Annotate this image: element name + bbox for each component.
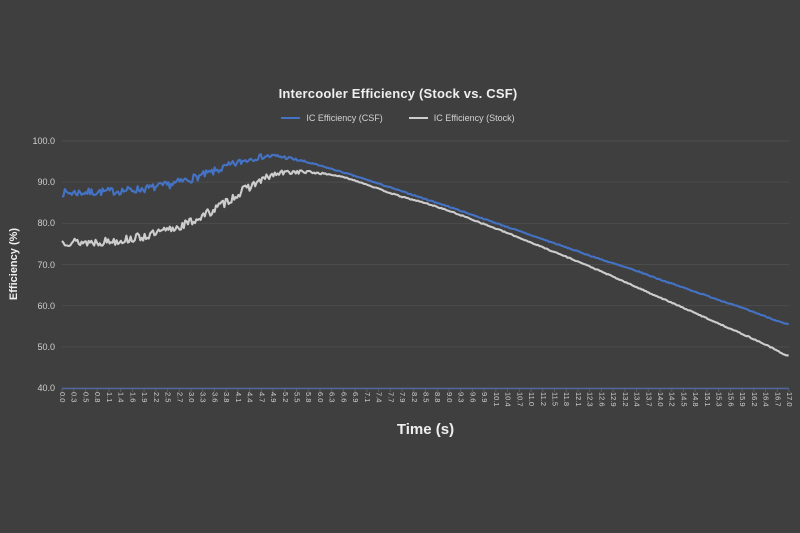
y-tick-label: 50.0 bbox=[37, 341, 55, 352]
x-tick-label: 14.5 bbox=[679, 392, 689, 407]
x-axis-title: Time (s) bbox=[396, 421, 455, 438]
y-tick-label: 70.0 bbox=[37, 259, 55, 270]
x-tick-label: 10.7 bbox=[515, 392, 525, 407]
x-tick-label: 9.6 bbox=[468, 392, 478, 403]
x-tick-label: 14.0 bbox=[656, 392, 666, 407]
x-tick-label: 4.4 bbox=[245, 392, 255, 403]
chart-legend: IC Efficiency (CSF) IC Efficiency (Stock… bbox=[0, 110, 796, 126]
x-tick-label: 1.4 bbox=[116, 392, 126, 403]
x-tick-label: 0.5 bbox=[81, 392, 91, 403]
x-tick-label: 7.7 bbox=[386, 392, 396, 403]
x-tick-label: 13.7 bbox=[644, 392, 654, 407]
x-tick-label: 0.3 bbox=[69, 392, 79, 403]
chart-title: Intercooler Efficiency (Stock vs. CSF) bbox=[278, 86, 518, 101]
x-tick-label: 8.2 bbox=[409, 392, 419, 403]
x-tick-label: 1.6 bbox=[128, 392, 138, 403]
legend-item-stock: IC Efficiency (Stock) bbox=[408, 113, 515, 123]
x-tick-label: 6.3 bbox=[327, 392, 337, 403]
x-tick-label: 9.3 bbox=[456, 392, 466, 403]
x-tick-label: 15.3 bbox=[714, 392, 724, 407]
x-tick-label: 7.1 bbox=[362, 392, 372, 403]
x-tick-label: 16.2 bbox=[749, 392, 759, 407]
x-tick-label: 14.8 bbox=[691, 392, 701, 407]
x-tick-label: 12.3 bbox=[585, 392, 595, 407]
x-tick-label: 13.4 bbox=[632, 392, 642, 407]
x-tick-label: 16.7 bbox=[773, 392, 783, 407]
x-tick-label: 0.8 bbox=[93, 392, 103, 403]
x-tick-label: 2.5 bbox=[163, 392, 173, 403]
x-tick-label: 3.0 bbox=[186, 392, 196, 403]
x-tick-label: 5.2 bbox=[280, 392, 290, 403]
x-tick-label: 5.5 bbox=[292, 392, 302, 403]
x-tick-label: 3.6 bbox=[210, 392, 220, 403]
series-line-csf bbox=[61, 153, 790, 326]
legend-label-csf: IC Efficiency (CSF) bbox=[306, 113, 383, 123]
legend-line-swatch-stock bbox=[408, 117, 428, 119]
x-tick-label: 0.0 bbox=[58, 392, 67, 403]
x-tick-label: 17.0 bbox=[785, 392, 794, 407]
y-tick-label: 90.0 bbox=[37, 177, 55, 188]
x-tick-label: 6.6 bbox=[339, 392, 349, 403]
y-tick-label: 40.0 bbox=[37, 383, 55, 393]
x-tick-label: 15.9 bbox=[738, 392, 748, 407]
x-tick-label: 4.1 bbox=[233, 392, 243, 403]
x-tick-label: 4.7 bbox=[257, 392, 267, 403]
x-tick-label: 9.0 bbox=[444, 392, 454, 403]
x-tick-label: 7.9 bbox=[398, 392, 408, 403]
x-tick-label: 10.1 bbox=[491, 392, 501, 407]
x-tick-label: 11.2 bbox=[538, 392, 548, 407]
x-tick-label: 12.1 bbox=[573, 392, 583, 407]
x-tick-label: 9.9 bbox=[480, 392, 490, 403]
x-tick-label: 16.4 bbox=[761, 392, 771, 407]
x-tick-label: 15.1 bbox=[702, 392, 712, 407]
x-tick-label: 10.4 bbox=[503, 392, 513, 407]
y-tick-label: 80.0 bbox=[37, 218, 55, 229]
x-tick-label: 11.8 bbox=[562, 392, 572, 407]
x-tick-label: 1.9 bbox=[140, 392, 150, 403]
y-tick-label: 60.0 bbox=[37, 300, 55, 311]
x-tick-label: 1.1 bbox=[104, 392, 114, 403]
x-tick-label: 14.2 bbox=[667, 392, 677, 407]
y-axis-title: Efficiency (%) bbox=[8, 227, 20, 301]
x-tick-label: 6.0 bbox=[315, 392, 325, 403]
legend-label-stock: IC Efficiency (Stock) bbox=[433, 113, 515, 123]
x-tick-label: 7.4 bbox=[374, 392, 384, 403]
legend-line-swatch-csf bbox=[281, 117, 301, 119]
x-tick-label: 2.2 bbox=[151, 392, 161, 403]
x-tick-label: 6.9 bbox=[351, 392, 361, 403]
x-tick-label: 15.6 bbox=[726, 392, 736, 407]
legend-item-csf: IC Efficiency (CSF) bbox=[281, 113, 383, 123]
x-tick-label: 5.8 bbox=[304, 392, 314, 403]
x-tick-label: 11.5 bbox=[550, 392, 560, 407]
x-tick-label: 8.8 bbox=[433, 392, 443, 403]
x-tick-label: 3.8 bbox=[222, 392, 232, 403]
x-tick-label: 8.5 bbox=[421, 392, 431, 403]
x-tick-label: 4.9 bbox=[269, 392, 279, 403]
series-line-stock bbox=[61, 169, 789, 357]
y-tick-label: 100.0 bbox=[32, 136, 55, 146]
x-tick-label: 3.3 bbox=[198, 392, 208, 403]
x-tick-label: 13.2 bbox=[620, 392, 630, 407]
x-tick-label: 12.9 bbox=[609, 392, 619, 407]
x-tick-label: 12.6 bbox=[597, 392, 607, 407]
x-tick-label: 2.7 bbox=[175, 392, 185, 403]
x-tick-label: 11.0 bbox=[527, 392, 537, 407]
